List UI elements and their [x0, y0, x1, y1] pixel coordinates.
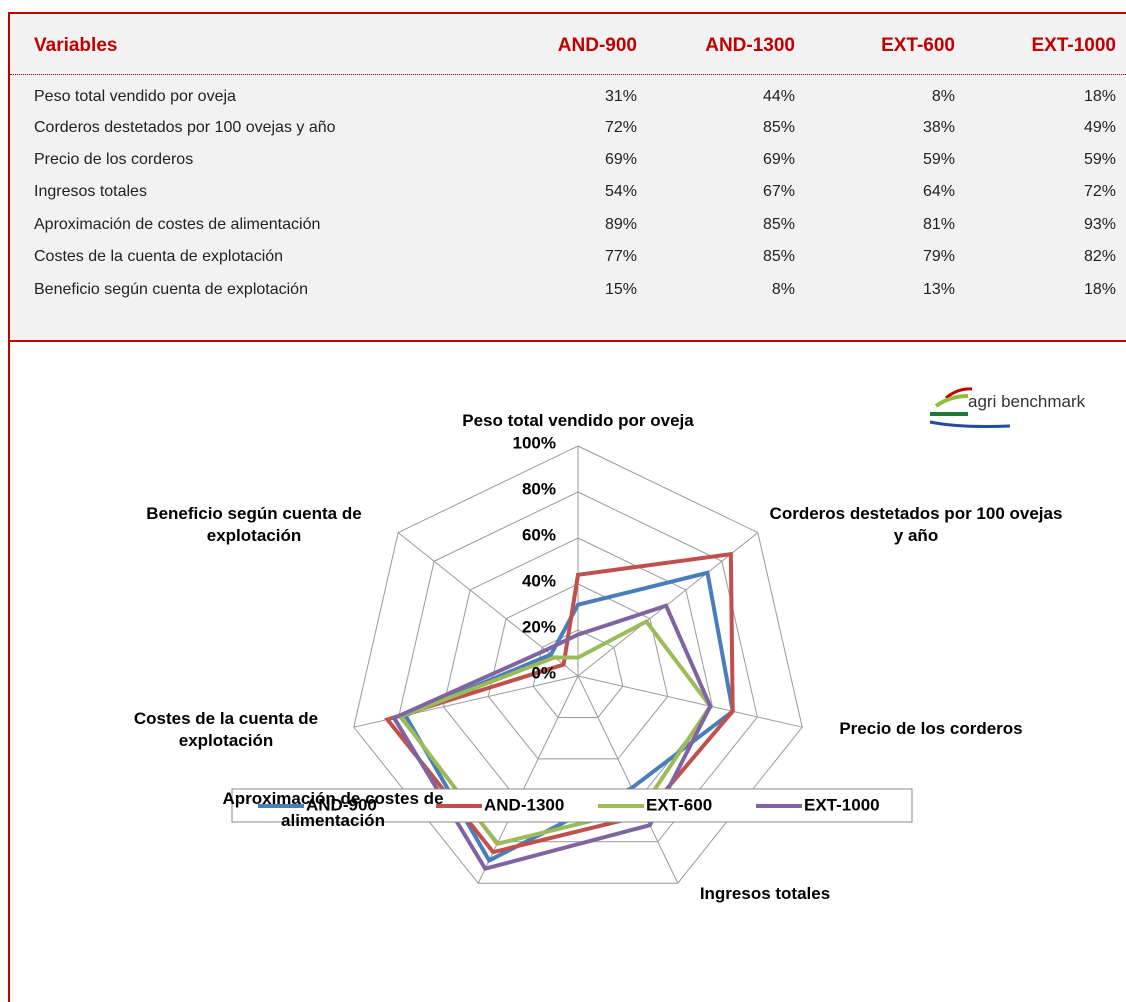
tick-label: 100%	[513, 433, 556, 452]
table-cell: 85%	[762, 248, 795, 265]
tick-label: 60%	[522, 525, 556, 544]
spoke	[577, 675, 679, 884]
table-cell: 18%	[1083, 88, 1116, 105]
logo-text: agri benchmark	[968, 392, 1086, 411]
logo-icon	[929, 387, 1011, 428]
table-cell: 79%	[922, 248, 955, 265]
table-cell: 85%	[762, 119, 795, 136]
legend-label: EXT-600	[646, 795, 712, 814]
spoke	[397, 532, 579, 677]
series-line	[384, 551, 735, 855]
row-label: Costes de la cuenta de explotación	[34, 248, 284, 265]
grid-ring	[398, 491, 758, 843]
row-label: Ingresos totales	[34, 183, 147, 200]
table-cell: 93%	[1083, 216, 1116, 233]
spoke	[577, 675, 803, 728]
spoke	[477, 675, 579, 884]
table-cell: 69%	[604, 151, 637, 168]
table-cell: 72%	[1083, 183, 1116, 200]
row-label: Aproximación de costes de alimentación	[34, 216, 321, 233]
table-cell: 49%	[1083, 119, 1116, 136]
table-cell: 69%	[762, 151, 795, 168]
category-label: Aproximación de costes de alimentación	[222, 789, 444, 830]
category-label: Beneficio según cuenta de explotación	[146, 504, 362, 545]
table-header: AND-1300	[705, 35, 795, 56]
tick-label: 20%	[522, 617, 556, 636]
table-header: EXT-600	[881, 35, 955, 56]
grid-ring	[353, 445, 803, 884]
legend-label: EXT-1000	[804, 795, 880, 814]
table-cell: 38%	[922, 119, 955, 136]
category-label: Ingresos totales	[699, 884, 831, 903]
table-cell: 72%	[604, 119, 637, 136]
legend-label: AND-1300	[484, 795, 564, 814]
tick-label: 80%	[522, 479, 556, 498]
row-label: Beneficio según cuenta de explotación	[34, 281, 308, 298]
series-line	[397, 618, 713, 847]
table-cell: 59%	[922, 151, 955, 168]
series-line	[391, 603, 713, 872]
row-label: Corderos destetados por 100 ovejas y año	[34, 119, 336, 136]
row-label: Peso total vendido por oveja	[34, 88, 236, 105]
category-label: Peso total vendido por oveja	[462, 411, 694, 430]
table-cell: 13%	[922, 281, 955, 298]
table-cell: 31%	[604, 88, 637, 105]
table-header: EXT-1000	[1031, 35, 1117, 56]
category-label: Precio de los corderos	[839, 719, 1023, 738]
table-header: AND-900	[557, 35, 637, 56]
table	[10, 14, 1126, 342]
table-cell: 67%	[762, 183, 795, 200]
table-cell: 85%	[762, 216, 795, 233]
table-cell: 18%	[1083, 281, 1116, 298]
category-label: Corderos destetados por 100 ovejas y año	[769, 504, 1063, 545]
legend-label: AND-900	[306, 795, 377, 814]
table-cell: 81%	[922, 216, 955, 233]
category-label: Costes de la cuenta de explotación	[133, 709, 319, 750]
table-header: Variables	[34, 35, 118, 56]
table-cell: 15%	[604, 281, 637, 298]
table-cell: 64%	[922, 183, 955, 200]
header-rule	[10, 74, 1126, 75]
table-cell: 59%	[1083, 151, 1116, 168]
series-line	[402, 570, 735, 864]
tick-label: 40%	[522, 571, 556, 590]
frame	[8, 12, 1126, 1002]
row-label: Precio de los corderos	[34, 151, 194, 168]
table-cell: 8%	[771, 281, 795, 298]
table-cell: 77%	[604, 248, 637, 265]
tick-label: 0%	[531, 663, 556, 682]
table-cell: 89%	[604, 216, 637, 233]
table-cell: 44%	[762, 88, 795, 105]
table-cell: 82%	[1083, 248, 1116, 265]
table-cell: 8%	[931, 88, 955, 105]
table-cell: 54%	[604, 183, 637, 200]
